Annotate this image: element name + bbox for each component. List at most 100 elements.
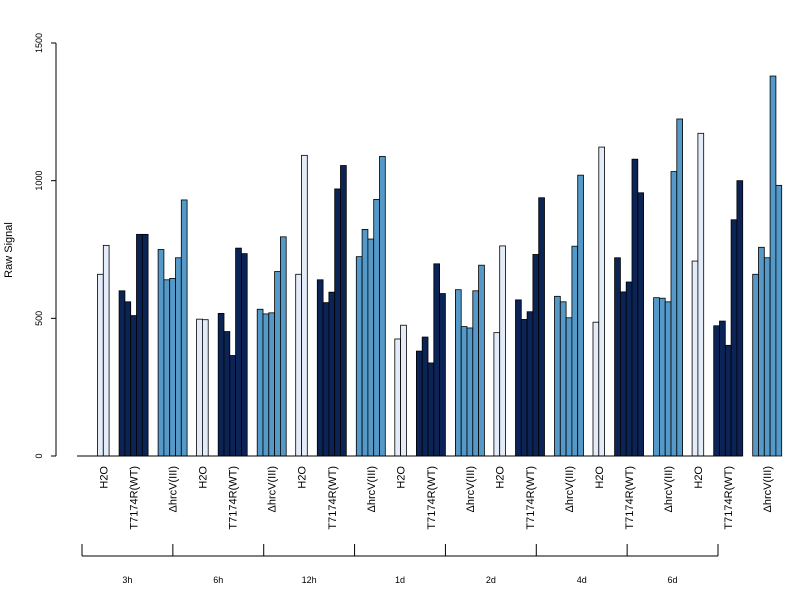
bar [235, 247, 242, 457]
bar [400, 324, 407, 457]
bar [763, 257, 771, 457]
bar [427, 362, 435, 457]
bar [571, 245, 579, 457]
group-label: 6d [668, 575, 678, 585]
x-category-label: T7174R(WT) [426, 466, 438, 530]
bar [295, 273, 302, 457]
x-category-label: ΔhrcV(III) [168, 466, 180, 512]
bar [180, 199, 188, 457]
bar [118, 290, 126, 457]
bar [577, 174, 584, 457]
bar [268, 312, 275, 457]
x-category-label: H2O [396, 466, 408, 489]
x-category-label: ΔhrcV(III) [267, 466, 279, 512]
bar [614, 257, 621, 457]
bar [328, 291, 336, 457]
x-category-label: H2O [98, 466, 110, 489]
bar [724, 344, 732, 457]
x-category-label: ΔhrcV(III) [465, 466, 477, 512]
bars [97, 75, 783, 457]
y-axis-label: Raw Signal [3, 222, 15, 278]
bar [361, 228, 369, 457]
bar [334, 188, 341, 457]
bar [659, 297, 666, 457]
bar [454, 289, 462, 457]
y-tick-label: 1500 [34, 33, 44, 53]
bar [223, 331, 231, 457]
bar [691, 260, 699, 457]
group-brackets: 3h 6h 12h 1d 2d 4d 6d [81, 544, 719, 585]
group-label: 2d [486, 575, 496, 585]
group-label: 6h [213, 575, 223, 585]
bar [141, 233, 149, 457]
bar [472, 290, 479, 457]
y-axis: 0 500 1000 1500 [34, 33, 57, 459]
bar [169, 278, 176, 457]
y-tick-label: 0 [34, 453, 44, 458]
bar [631, 158, 639, 457]
bar [554, 295, 561, 457]
x-category-label: T7174R(WT) [723, 466, 735, 530]
bar [499, 245, 506, 457]
x-category-label: H2O [495, 466, 507, 489]
x-category-label: H2O [594, 466, 606, 489]
bar [124, 301, 132, 457]
bar [373, 198, 380, 457]
bar [102, 244, 110, 457]
bar [559, 301, 567, 457]
bar [625, 281, 633, 457]
x-category-label: T7174R(WT) [327, 466, 339, 530]
bar [279, 236, 287, 457]
bar [598, 146, 605, 457]
x-category-label: T7174R(WT) [228, 466, 240, 530]
bar [532, 254, 540, 457]
x-category-label: ΔhrcV(III) [366, 466, 378, 512]
bar [620, 291, 627, 457]
bar [262, 313, 270, 457]
x-category-label: ΔhrcV(III) [762, 466, 774, 512]
bar [736, 180, 744, 457]
bar [697, 132, 705, 457]
bar [493, 332, 501, 457]
bar [301, 154, 308, 457]
bar [274, 271, 281, 457]
bar [196, 318, 203, 457]
bar [520, 319, 528, 457]
bar [229, 355, 237, 457]
bar [719, 320, 726, 457]
bar [670, 171, 678, 457]
x-category-label: H2O [197, 466, 209, 489]
y-tick-label: 500 [34, 311, 44, 326]
bar [201, 319, 209, 457]
group-label: 4d [577, 575, 587, 585]
group-label: 1d [395, 575, 405, 585]
bar [478, 264, 485, 457]
bar [240, 253, 248, 457]
bar [565, 317, 573, 457]
bar [415, 350, 423, 457]
x-category-label: H2O [297, 466, 309, 489]
x-category-label: T7174R(WT) [525, 466, 537, 530]
bar [637, 192, 644, 457]
bar [394, 338, 401, 457]
bar [526, 311, 534, 457]
bar [775, 184, 783, 457]
group-label: 3h [122, 575, 132, 585]
bar [439, 293, 446, 457]
y-tick-label: 1000 [34, 171, 44, 191]
x-category-label: ΔhrcV(III) [663, 466, 675, 512]
bar [758, 246, 765, 457]
bar [217, 312, 225, 457]
bar [340, 165, 347, 457]
bar [136, 233, 143, 457]
bar [421, 336, 429, 457]
bar [157, 249, 165, 457]
bar [515, 299, 522, 457]
bar [322, 302, 330, 457]
x-category-label: T7174R(WT) [129, 466, 141, 530]
bar [256, 308, 264, 457]
x-category-label: H2O [693, 466, 705, 489]
bar [538, 197, 545, 457]
bar [676, 118, 683, 457]
bar [130, 315, 137, 457]
